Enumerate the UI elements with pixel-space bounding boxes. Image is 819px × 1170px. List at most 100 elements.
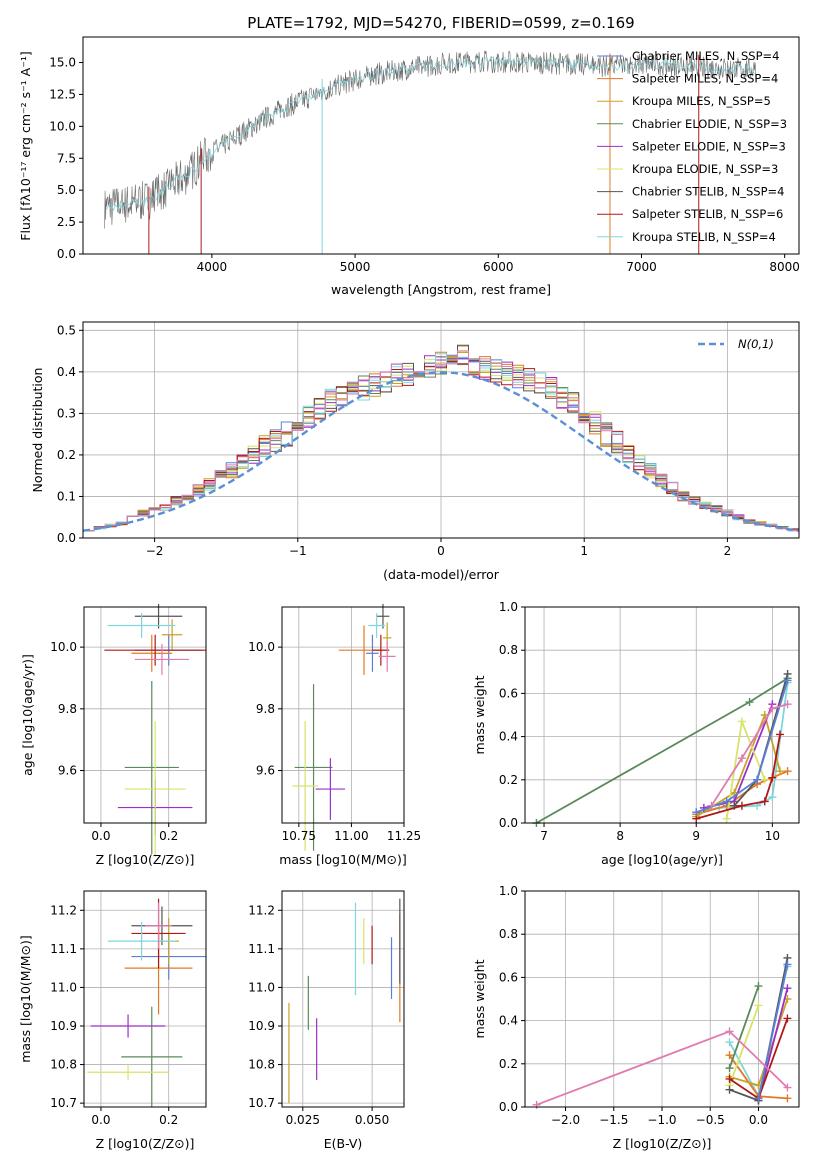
mass-weight-marker [775,730,784,739]
weight-vs-age-frame [524,606,800,824]
weight-vs-age-ylabel: mass weight [472,675,487,754]
x-tick-label: 8000 [769,260,800,274]
mass-weight-marker [783,984,792,993]
y-tick-label: 0.4 [499,730,518,744]
spectrum-x-ticks: 4000 5000 6000 7000 8000 [197,254,800,274]
x-tick-label: −1.0 [647,1113,676,1127]
y-tick-label: 7.5 [57,151,76,165]
x-tick-label: 5000 [340,260,371,274]
y-tick-label: 9.6 [256,764,275,778]
weight-vs-age-panel: 7 8 9 10 0.0 0.2 0.4 0.6 0.8 1.0 age [log10(age/… [472,600,800,867]
figure-title: PLATE=1792, MJD=54270, FIBERID=0599, z=0… [247,14,634,32]
weight-vs-z-grid [525,890,799,1108]
spectrum-y-ticks: 0.0 2.5 5.0 7.5 10.0 12.5 15.0 [49,56,83,261]
x-tick-label: −0.5 [696,1113,725,1127]
age-vs-z-xlabel: Z [log10(Z/Z⊙)] [96,852,195,867]
mass-weight-marker [725,1038,734,1047]
mass-weight-marker [707,801,716,810]
spectrum-ylabel: Flux [fλ10⁻¹⁷ erg cm⁻² s⁻¹ A⁻¹] [18,51,33,240]
mass-weight-line [710,703,788,807]
residual-histogram-series [82,355,800,538]
mass-weight-marker [725,1051,734,1060]
age-vs-mass-y-ticks: 9.6 9.8 10.0 [248,640,282,778]
mass-weight-marker [768,793,777,802]
y-tick-label: 10.9 [248,1019,275,1033]
age-vs-z-ylabel: age [log10(age/yr)] [20,654,35,776]
y-tick-label: 0.1 [57,489,76,503]
age-vs-z-plot-area [104,603,206,857]
x-tick-label: 0 [437,544,445,558]
mass-weight-marker [775,767,784,776]
x-tick-label: 10.75 [282,829,316,843]
mass-vs-ebv-grid [282,891,404,1107]
y-tick-label: 0.5 [57,323,76,337]
y-tick-label: 9.8 [58,702,77,716]
gaussian-legend-label: N(0,1) [738,337,774,351]
mass-weight-marker [754,982,763,991]
weight-vs-z-plot-area [532,953,792,1109]
x-tick-label: 8 [616,829,624,843]
x-tick-label: 0.0 [749,1113,768,1127]
mass-weight-marker [783,767,792,776]
residual-histogram-series [82,350,800,538]
y-tick-label: 0.2 [57,448,76,462]
mass-weight-line [728,985,760,1069]
x-tick-label: 0.2 [159,829,178,843]
y-tick-label: 11.2 [248,903,275,917]
mass-vs-z-panel: 0.0 0.2 10.7 10.8 10.9 11.0 11.1 11.2 Z [log10… [18,890,207,1151]
legend-label: Salpeter ELODIE, N_SSP=3 [632,139,786,153]
y-tick-label: 0.4 [499,1014,518,1028]
mass-weight-marker [760,797,769,806]
y-tick-label: 0.3 [57,406,76,420]
age-vs-z-x-ticks: 0.0 0.2 [91,823,178,843]
y-tick-label: 10.0 [50,640,77,654]
residual-histogram-series [82,351,800,538]
mass-weight-marker [737,717,746,726]
mass-vs-ebv-frame [281,890,405,1108]
spectrum-plot-area [104,50,757,254]
mass-weight-line [757,987,789,1101]
mass-vs-z-frame [83,890,207,1108]
mass-weight-marker [783,700,792,709]
spectrum-frame [82,36,800,255]
y-tick-label: 0.4 [57,365,76,379]
y-tick-label: 10.9 [50,1019,77,1033]
gaussian-curve [82,371,800,532]
y-tick-label: 0.0 [499,816,518,830]
y-tick-label: 11.0 [50,980,77,994]
mass-weight-marker [753,775,762,784]
y-tick-label: 9.8 [256,702,275,716]
mass-weight-marker [783,1014,792,1023]
x-tick-label: 7 [540,829,548,843]
x-tick-label: −1 [289,544,307,558]
spectrum-panel: 4000 5000 6000 7000 8000 0.0 2.5 5.0 7.5 10.0 12.… [18,36,800,297]
y-tick-label: 0.0 [499,1100,518,1114]
age-vs-z-frame [83,606,207,824]
histogram-xlabel: (data-model)/error [383,567,500,582]
residual-histogram-panel: −2 −1 0 1 2 0.0 0.1 0.2 0.3 0.4 0.5 (data-model)/… [30,321,800,582]
mass-vs-z-y-ticks: 10.7 10.8 10.9 11.0 11.1 11.2 [50,903,84,1110]
mass-vs-ebv-xlabel: E(B-V) [324,1136,363,1151]
x-tick-label: 1 [580,544,588,558]
weight-vs-z-y-ticks: 0.0 0.2 0.4 0.6 0.8 1.0 [499,884,525,1114]
x-tick-label: 10 [765,829,780,843]
mass-vs-z-x-ticks: 0.0 0.2 [91,1107,178,1127]
mass-vs-z-plot-area [87,898,206,1107]
mass-weight-marker [692,808,701,817]
x-tick-label: 0.025 [286,1113,320,1127]
mass-weight-marker [768,773,777,782]
y-tick-label: 5.0 [57,183,76,197]
age-vs-mass-frame [281,606,405,824]
mass-vs-ebv-panel: 0.025 0.050 10.7 10.8 10.9 11.0 11.1 11.2 E(B-… [248,890,405,1151]
residual-histogram-series [82,351,800,538]
x-tick-label: 9 [692,829,700,843]
y-tick-label: 1.0 [499,600,518,614]
legend-label: Kroupa STELIB, N_SSP=4 [632,230,776,244]
y-tick-label: 2.5 [57,215,76,229]
age-vs-z-y-ticks: 9.6 9.8 10.0 [50,640,84,778]
age-vs-z-panel: 0.0 0.2 9.6 9.8 10.0 Z [log10(Z/Z⊙)] age [l… [20,603,207,867]
mass-weight-marker [745,698,754,707]
y-tick-label: 0.8 [499,643,518,657]
residual-histogram-series [82,344,800,538]
